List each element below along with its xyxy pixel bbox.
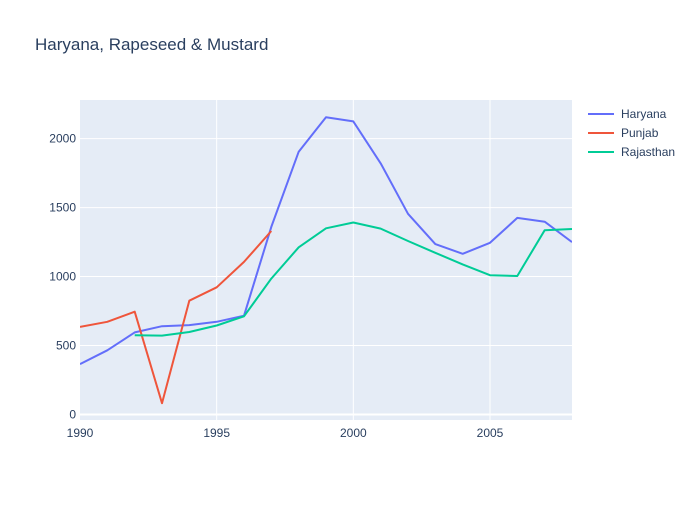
x-tick-label: 2005 bbox=[477, 426, 504, 440]
x-axis-ticks: 1990 1995 2000 2005 bbox=[67, 426, 504, 440]
legend-item-rajasthan[interactable]: Rajasthan bbox=[588, 145, 675, 159]
chart-title: Haryana, Rapeseed & Mustard bbox=[35, 35, 268, 54]
y-axis-ticks: 0 500 1000 1500 2000 bbox=[49, 132, 76, 422]
legend-label: Rajasthan bbox=[621, 145, 675, 159]
y-tick-label: 500 bbox=[56, 339, 76, 353]
grid-lines bbox=[80, 100, 572, 420]
y-tick-label: 1000 bbox=[49, 270, 76, 284]
legend-label: Punjab bbox=[621, 126, 659, 140]
x-tick-label: 1995 bbox=[203, 426, 230, 440]
y-tick-label: 1500 bbox=[49, 201, 76, 215]
x-tick-label: 2000 bbox=[340, 426, 367, 440]
legend-label: Haryana bbox=[621, 107, 667, 121]
y-tick-label: 2000 bbox=[49, 132, 76, 146]
plot-area bbox=[80, 100, 572, 420]
series-lines bbox=[80, 116, 572, 405]
legend-item-haryana[interactable]: Haryana bbox=[588, 107, 667, 121]
series-line-rajasthan[interactable] bbox=[134, 221, 572, 337]
series-line-punjab[interactable] bbox=[80, 230, 273, 405]
legend-item-punjab[interactable]: Punjab bbox=[588, 126, 659, 140]
x-tick-label: 1990 bbox=[67, 426, 94, 440]
series-line-haryana[interactable] bbox=[80, 116, 572, 365]
y-tick-label: 0 bbox=[69, 407, 76, 421]
legend[interactable]: Haryana Punjab Rajasthan bbox=[588, 107, 675, 159]
